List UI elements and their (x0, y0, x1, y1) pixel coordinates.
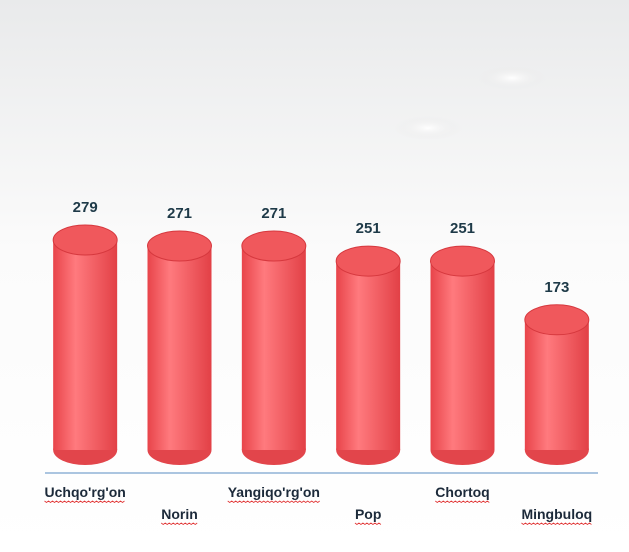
bar-top (524, 304, 590, 336)
plot: 279 Uchqo'rg'on 271 Norin 271 Yangiqo'rg'on 25… (44, 199, 592, 525)
spell-underline (160, 522, 198, 525)
bar (147, 230, 212, 465)
spell-underline (354, 522, 382, 525)
value-label: 251 (356, 220, 381, 237)
value-label: 251 (450, 220, 475, 237)
x-tick-label: Uchqo'rg'on (45, 484, 126, 500)
bar-body (147, 246, 212, 450)
bar-body (430, 261, 495, 450)
bar (241, 230, 307, 465)
x-tick-label: Norin (161, 506, 198, 522)
spell-underline (227, 500, 320, 503)
value-label: 271 (261, 205, 286, 222)
bar-top (241, 230, 307, 262)
bar-top (52, 224, 118, 256)
decor (394, 116, 462, 140)
bar-body (53, 240, 118, 450)
x-tick-label: Pop (355, 506, 381, 522)
x-tick-label: Chortoq (435, 484, 489, 500)
bar-body (336, 261, 401, 450)
value-label: 271 (167, 205, 192, 222)
spell-underline (521, 522, 592, 525)
bar (52, 224, 118, 465)
x-tick-label: Mingbuloq (521, 506, 592, 522)
bar-top (147, 230, 212, 262)
bar-top (430, 245, 495, 277)
bar-body (241, 246, 306, 450)
x-tick-label: Yangiqo'rg'on (228, 484, 320, 500)
value-label: 173 (544, 279, 569, 296)
bar (524, 304, 590, 465)
bar-top (335, 245, 401, 277)
value-label: 279 (73, 199, 98, 216)
spell-underline (435, 500, 490, 503)
bar-body (524, 319, 589, 450)
decor (478, 66, 546, 90)
bar (430, 245, 495, 465)
bar (335, 245, 401, 465)
spell-underline (44, 500, 125, 503)
